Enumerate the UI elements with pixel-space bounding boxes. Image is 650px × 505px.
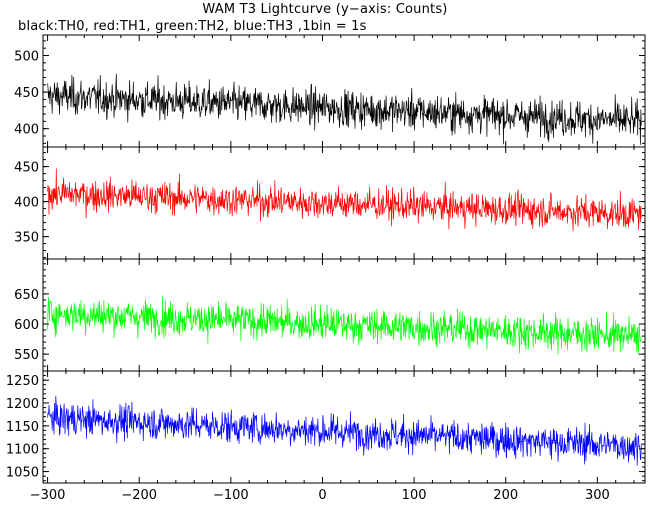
y-tick-label: 1050 <box>6 466 39 481</box>
x-tick-label: 0 <box>318 488 326 503</box>
panel-frame-th3 <box>42 370 646 484</box>
x-tick-label: −300 <box>30 488 66 503</box>
chart-title: WAM T3 Lightcurve (y−axis: Counts) <box>202 2 448 17</box>
y-tick-label: 350 <box>14 231 39 246</box>
x-tick-label: 300 <box>585 488 610 503</box>
x-tick-label: −200 <box>121 488 157 503</box>
x-tick-label: −100 <box>213 488 249 503</box>
series-line-th1 <box>47 168 642 232</box>
y-tick-label: 550 <box>14 348 39 363</box>
y-tick-label: 450 <box>14 161 39 176</box>
y-tick-label: 400 <box>14 123 39 138</box>
x-tick-label: 100 <box>402 488 427 503</box>
y-tick-label: 600 <box>14 318 39 333</box>
y-tick-label: 500 <box>14 49 39 64</box>
series-line-th2 <box>47 296 642 355</box>
x-tick-label: 200 <box>493 488 518 503</box>
series-line-th3 <box>47 395 642 466</box>
y-tick-label: 1100 <box>6 443 39 458</box>
y-tick-label: 1150 <box>6 420 39 435</box>
y-tick-label: 1200 <box>6 397 39 412</box>
chart-subtitle: black:TH0, red:TH1, green:TH2, blue:TH3 … <box>18 19 367 34</box>
y-tick-label: 1250 <box>6 374 39 389</box>
series-line-th0 <box>47 73 642 145</box>
y-tick-label: 450 <box>14 86 39 101</box>
y-tick-label: 650 <box>14 288 39 303</box>
y-tick-label: 400 <box>14 196 39 211</box>
